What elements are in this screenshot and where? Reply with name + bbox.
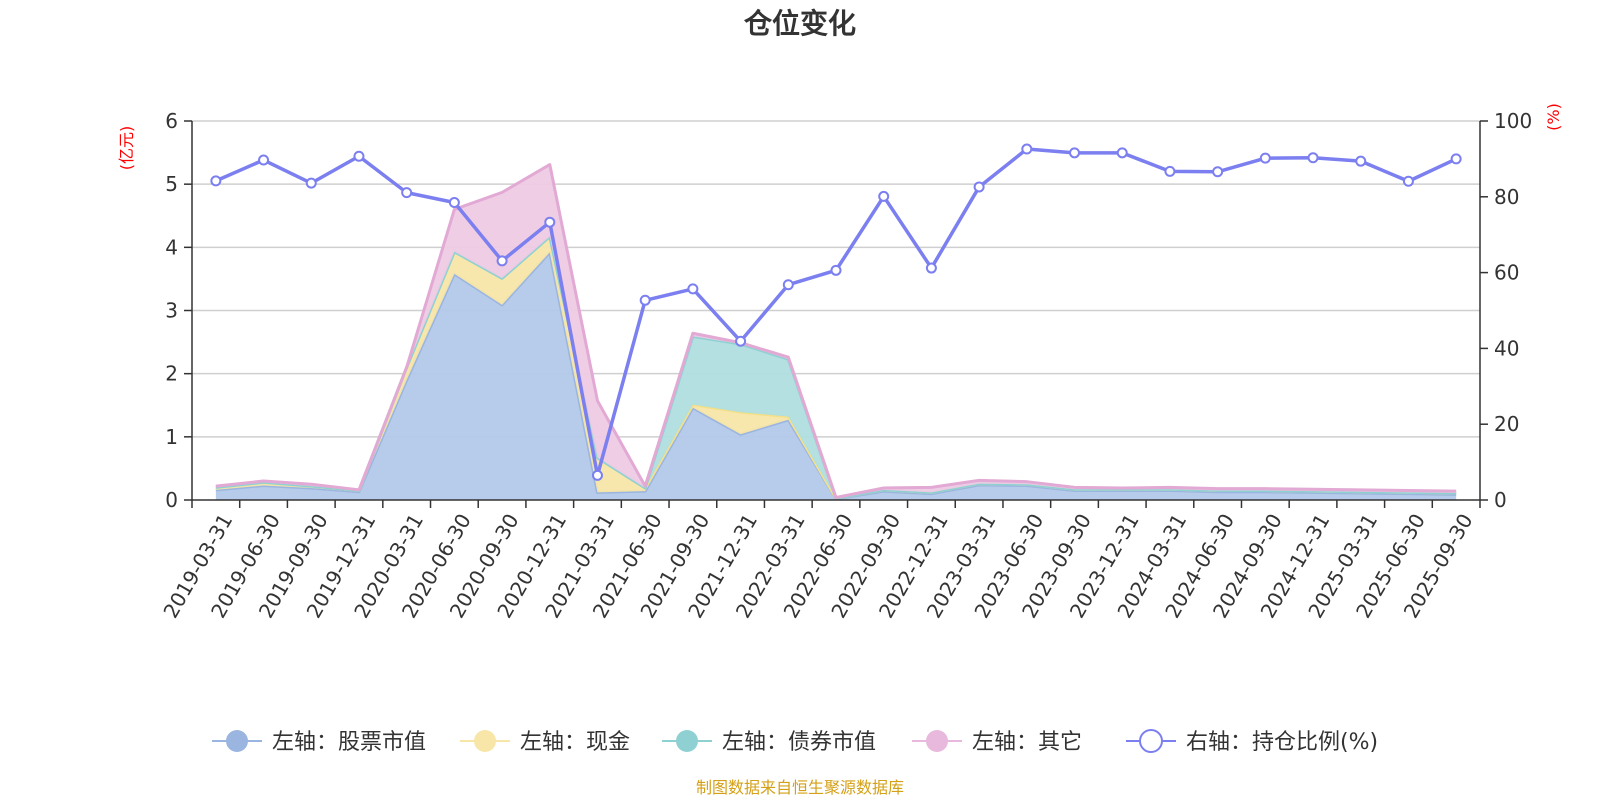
position-ratio-point: [782, 279, 794, 291]
right-axis-tick-label: 100: [1494, 109, 1532, 133]
legend-label-1: 左轴：现金: [520, 730, 630, 755]
position-ratio-point: [544, 216, 556, 228]
stacked-areas: [215, 163, 1457, 501]
legend-label-3: 左轴：其它: [972, 730, 1082, 755]
position-ratio-point: [973, 181, 985, 193]
position-ratio-line: [210, 143, 1462, 481]
position-ratio-point: [1069, 147, 1081, 159]
position-ratio-point: [925, 262, 937, 274]
position-ratio-point: [639, 294, 651, 306]
position-ratio-point: [591, 469, 603, 481]
position-ratio-point: [1402, 175, 1414, 187]
left-axis-tick-label: 0: [165, 488, 178, 512]
position-ratio-point: [1116, 147, 1128, 159]
position-ratio-point: [1307, 152, 1319, 164]
position-ratio-point: [401, 187, 413, 199]
position-ratio-point: [496, 255, 508, 267]
position-ratio-point: [305, 177, 317, 189]
position-ratio-point: [1164, 165, 1176, 177]
position-ratio-point: [1259, 152, 1271, 164]
area-series-0: [215, 252, 1457, 500]
right-axis-tick-label: 40: [1494, 336, 1519, 360]
position-ratio-point: [210, 175, 222, 187]
left-axis-tick-label: 6: [165, 109, 178, 133]
position-ratio-point: [830, 264, 842, 276]
position-ratio-point: [687, 283, 699, 295]
position-ratio-point: [1355, 155, 1367, 167]
position-ratio-point: [1021, 143, 1033, 155]
legend-marker-hollow-circle-icon: [1139, 729, 1163, 753]
grid-lines: [192, 120, 1480, 438]
left-axis-tick-label: 4: [165, 235, 178, 259]
position-ratio-point: [878, 190, 890, 202]
area-series-edge-3: [215, 163, 1457, 499]
right-axis-tick-label: 60: [1494, 261, 1519, 285]
chart-title: 仓位变化: [744, 7, 856, 40]
legend-marker-circle-icon: [474, 730, 496, 752]
legend-label-2: 左轴：债券市值: [722, 730, 876, 755]
source-note: 制图数据来自恒生聚源数据库: [696, 778, 904, 797]
legend-marker-circle-icon: [676, 730, 698, 752]
legend: 左轴：股票市值 左轴：现金 左轴：债券市值 左轴：其它 右轴：持仓比例(%): [212, 729, 1378, 755]
legend-label-4: 右轴：持仓比例(%): [1186, 730, 1378, 755]
left-axis-tick-label: 1: [165, 425, 178, 449]
position-ratio-point: [448, 196, 460, 208]
position-ratio-point: [1450, 153, 1462, 165]
left-axis-tick-label: 2: [165, 362, 178, 386]
axes: 01234560204060801002019-03-312019-06-302…: [158, 109, 1532, 622]
right-axis-tick-label: 20: [1494, 412, 1519, 436]
right-axis-tick-label: 80: [1494, 185, 1519, 209]
legend-label-0: 左轴：股票市值: [272, 730, 426, 755]
left-axis-unit: (亿元): [117, 126, 136, 171]
position-ratio-point: [258, 154, 270, 166]
left-axis-tick-label: 5: [165, 172, 178, 196]
right-axis-tick-label: 0: [1494, 488, 1507, 512]
legend-marker-circle-icon: [926, 730, 948, 752]
position-ratio-point: [735, 335, 747, 347]
legend-marker-circle-icon: [226, 730, 248, 752]
position-ratio-point: [353, 150, 365, 162]
left-axis-tick-label: 3: [165, 299, 178, 323]
position-ratio-point: [1212, 166, 1224, 178]
area-series-3: [215, 164, 1457, 499]
right-axis-unit: (%): [1544, 103, 1563, 131]
